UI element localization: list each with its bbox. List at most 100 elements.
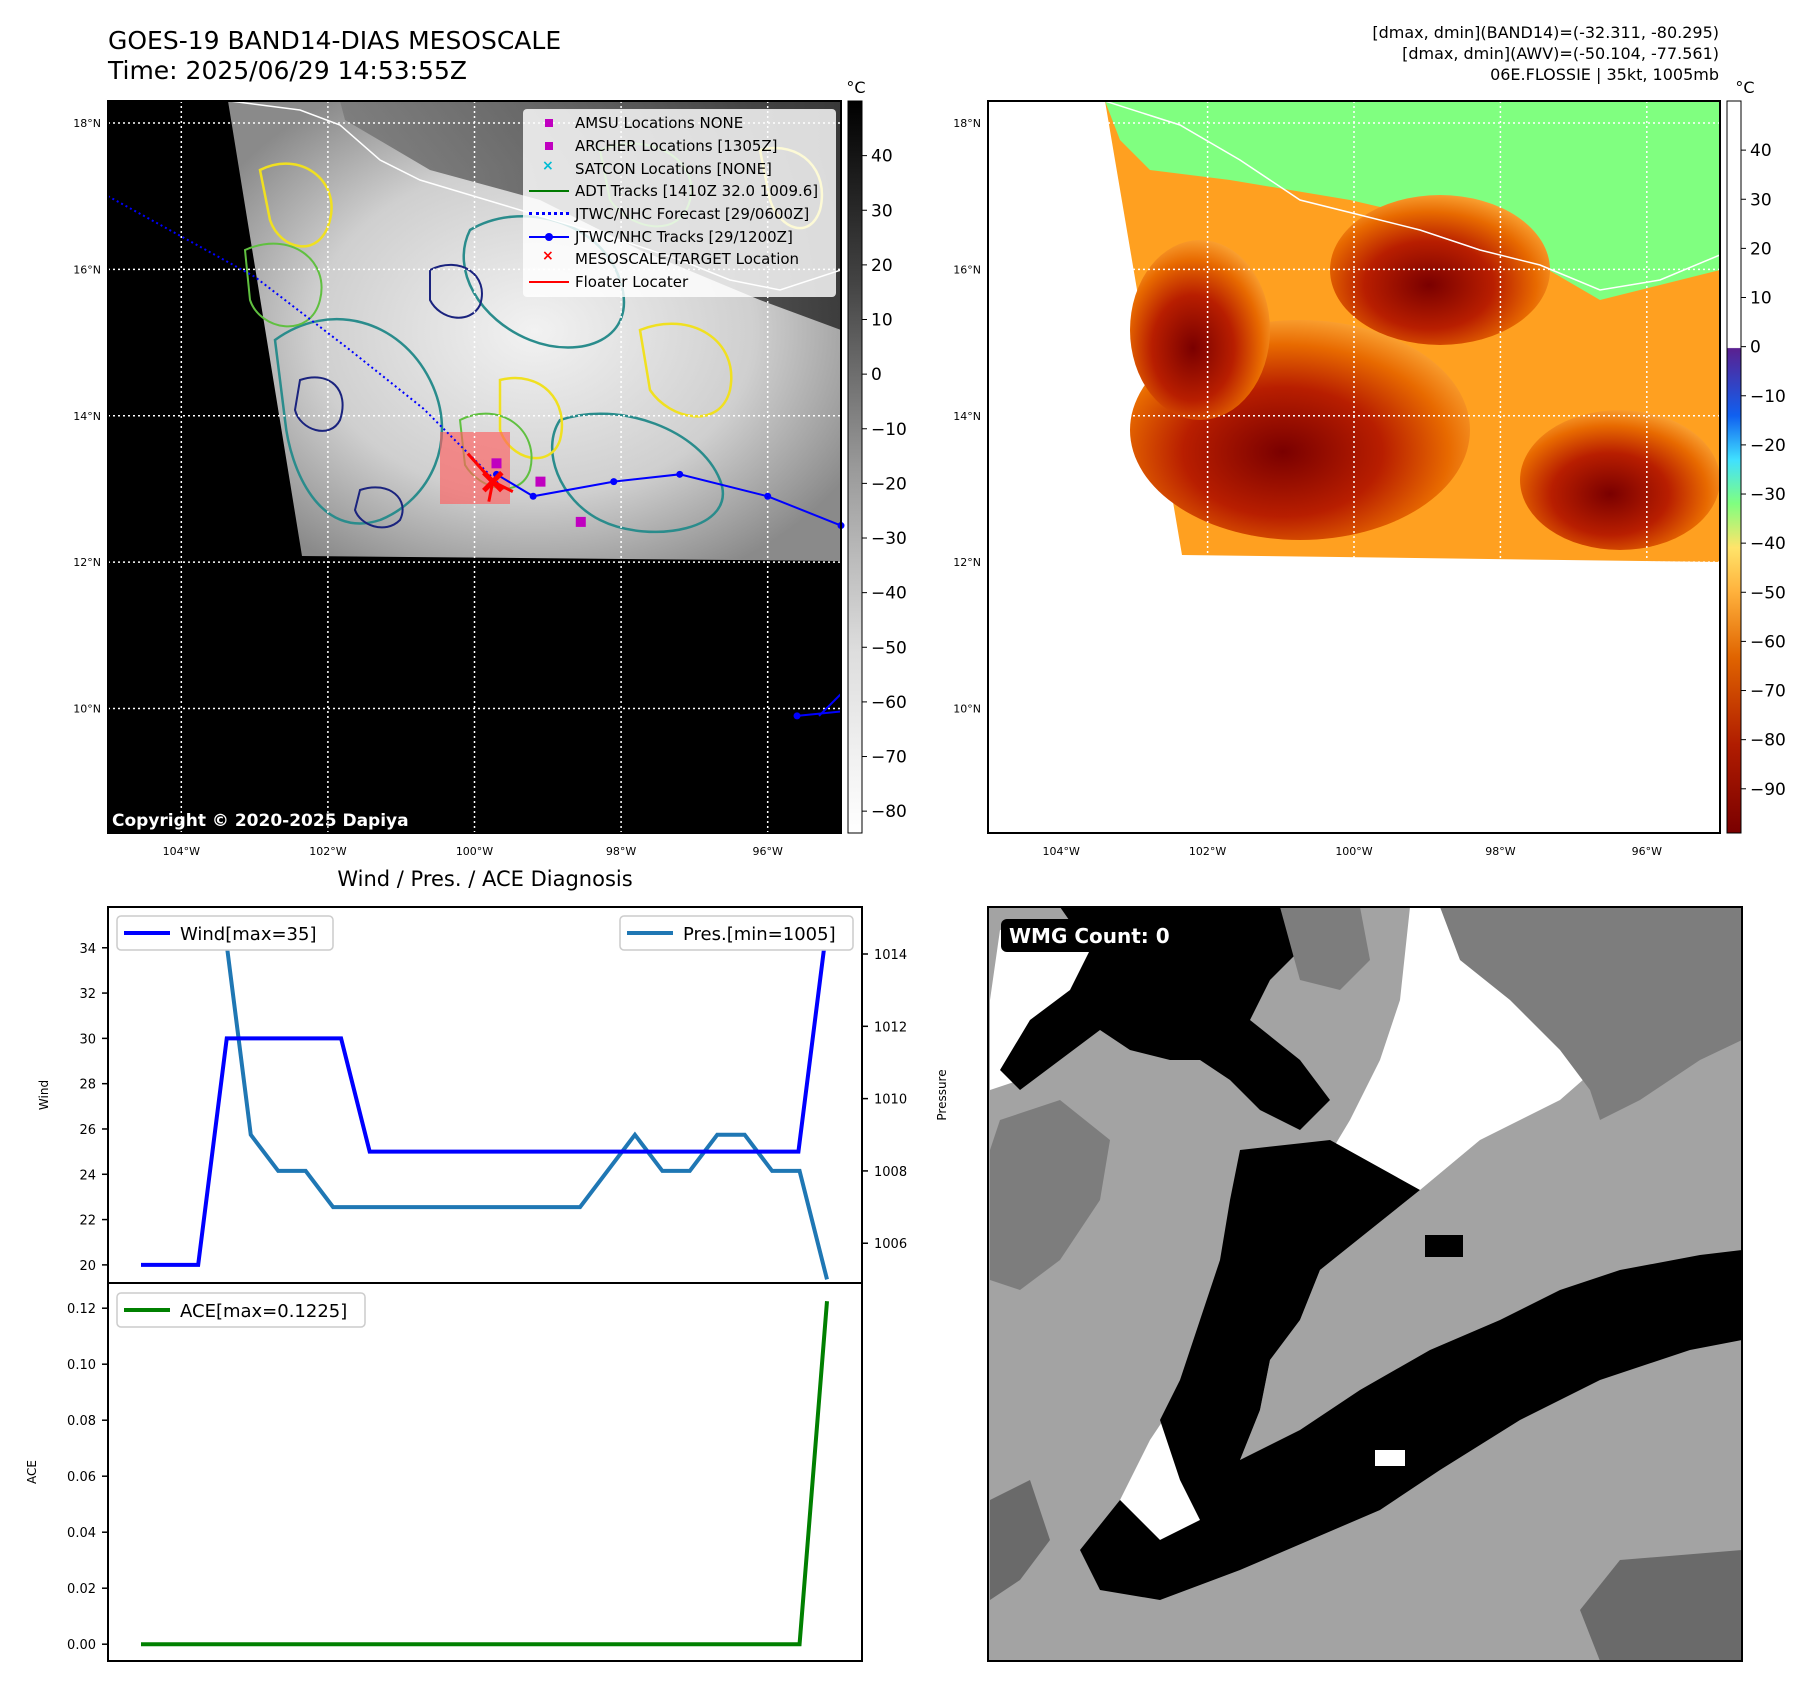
- awv-map-panel: 18°N 16°N 14°N 12°N 10°N 104°W 102°W 100°W 98°W 9…: [953, 100, 1721, 858]
- awv-map-gridlines: [988, 101, 1720, 833]
- colorbar-tick-label: 40: [871, 147, 893, 167]
- colorbar-tick-label: −10: [1750, 387, 1786, 407]
- lat-tick-label: 14°N: [73, 410, 101, 423]
- wind-line: [141, 924, 829, 1267]
- wind-ytick-label: 30: [79, 1032, 96, 1047]
- map-legend-label: JTWC/NHC Forecast [29/0600Z]: [575, 205, 810, 224]
- lat-tick-label: 18°N: [953, 117, 981, 130]
- pressure-axis-label: Pressure: [935, 1069, 949, 1120]
- lat-tick-label: 12°N: [953, 556, 981, 569]
- lat-tick-label: 16°N: [953, 263, 981, 276]
- map-legend-swatch: [529, 140, 569, 152]
- colorbar-tick-label: −20: [871, 474, 907, 494]
- map-legend-swatch: [529, 117, 569, 129]
- colorbar-tick-label: 40: [1750, 141, 1772, 161]
- colorbar-tick-label: −50: [871, 638, 907, 658]
- ir-map-tracks: [107, 195, 845, 720]
- archer-marker: [491, 458, 502, 469]
- wind-legend: Wind[max=35]: [116, 915, 334, 951]
- gray-colorbar: °C 40 30 20 10 0 −10 −20 −30 −40 −50 −60 −70 −80: [846, 78, 907, 834]
- map-legend-swatch: [529, 276, 569, 288]
- ace-axes: [107, 1282, 863, 1662]
- map-legend-swatch: ×: [542, 248, 554, 265]
- lon-tick-label: 96°W: [753, 845, 783, 858]
- wind-pres-plot: 20 22 24 26 28 30 32 34 1006 1008 1010 1012 1014: [79, 915, 907, 1280]
- ace-ytick-label: 0.08: [67, 1414, 96, 1429]
- map-legend-item: × MESOSCALE/TARGET Location: [529, 248, 830, 271]
- ace-legend-box: [116, 1292, 366, 1328]
- map-legend-label: ADT Tracks [1410Z 32.0 1009.6]: [575, 182, 819, 201]
- pres-ytick-label: 1014: [874, 948, 907, 963]
- colorbar-tick-label: −50: [1750, 583, 1786, 603]
- lon-tick-label: 102°W: [1189, 845, 1226, 858]
- title-line-1: GOES-19 BAND14-DIAS MESOSCALE: [108, 26, 562, 55]
- ace-ytick-label: 0.00: [67, 1638, 96, 1653]
- wmg-black-patch: [1425, 1235, 1463, 1257]
- ace-ytick-label: 0.04: [67, 1526, 96, 1541]
- map-legend-label: AMSU Locations NONE: [575, 114, 744, 133]
- awv-coastline: [1104, 101, 1720, 291]
- map-legend: AMSU Locations NONE ARCHER Locations [130…: [523, 109, 836, 297]
- map-legend-item: AMSU Locations NONE: [529, 112, 830, 135]
- ir-map-axis-labels: 18°N 16°N 14°N 12°N 10°N 104°W 102°W 100°W 98°W 9…: [73, 117, 783, 858]
- colorbar-tick-label: 10: [871, 311, 893, 331]
- colorbar-tick-label: 0: [871, 365, 882, 385]
- diagnosis-title: Wind / Pres. / ACE Diagnosis: [337, 867, 632, 891]
- wmg-count-label: WMG Count: 0: [1009, 924, 1170, 948]
- pres-legend-box: [619, 915, 854, 951]
- gray-colorbar-unit: °C: [846, 78, 865, 97]
- lon-tick-label: 104°W: [1043, 845, 1080, 858]
- colorbar-tick-label: −70: [1750, 682, 1786, 702]
- wind-ytick-label: 28: [79, 1078, 96, 1093]
- best-track-point: [764, 492, 772, 500]
- map-legend-swatch: [529, 231, 569, 243]
- colorbar-tick-label: −40: [871, 584, 907, 604]
- figure-title: GOES-19 BAND14-DIAS MESOSCALE Time: 2025…: [108, 26, 561, 86]
- lon-tick-label: 104°W: [163, 845, 200, 858]
- lat-tick-label: 10°N: [73, 703, 101, 716]
- colorbar-tick-label: 30: [1750, 190, 1772, 210]
- lon-tick-label: 100°W: [1335, 845, 1372, 858]
- pres-ytick-label: 1012: [874, 1020, 907, 1035]
- wmg-panel: WMG Count: 0: [987, 906, 1743, 1662]
- archer-marker: [575, 516, 586, 527]
- ace-line: [141, 1301, 829, 1647]
- best-track-point: [610, 478, 618, 486]
- stats-line-3: 06E.FLOSSIE | 35kt, 1005mb: [1490, 65, 1719, 84]
- lon-tick-label: 102°W: [309, 845, 346, 858]
- wmg-white-patch: [1375, 1450, 1405, 1466]
- wind-pres-axes: [107, 906, 863, 1284]
- colorbar-tick-label: −60: [871, 693, 907, 713]
- wmg-dark-gray-ne: [1440, 907, 1742, 1120]
- colorbar-tick-label: −80: [871, 802, 907, 822]
- ace-plot: 0.00 0.02 0.04 0.06 0.08 0.10 0.12: [67, 1301, 829, 1653]
- colorbar-tick-label: −70: [871, 748, 907, 768]
- ace-legend-label: ACE[max=0.1225]: [180, 1301, 347, 1322]
- colorbar-tick-label: −40: [1750, 534, 1786, 554]
- wind-ytick-label: 34: [79, 942, 96, 957]
- awv-map-frame: [987, 100, 1721, 834]
- ace-ytick-label: 0.06: [67, 1470, 96, 1485]
- wmg-dark-gray-w: [990, 1100, 1110, 1290]
- ace-ytick-label: 0.12: [67, 1302, 96, 1317]
- map-legend-label: ARCHER Locations [1305Z]: [575, 137, 778, 156]
- colorbar-tick-label: −30: [871, 529, 907, 549]
- pressure-line: [141, 915, 829, 1280]
- ace-legend: ACE[max=0.1225]: [116, 1292, 366, 1328]
- title-line-2: Time: 2025/06/29 14:53:55Z: [108, 56, 467, 85]
- wmg-black-band: [1080, 1140, 1742, 1600]
- colorbar-tick-label: 20: [871, 256, 893, 276]
- floater-locater-line: [466, 452, 514, 502]
- wmg-count-badge: [1001, 919, 1179, 952]
- ace-ytick-label: 0.10: [67, 1358, 96, 1373]
- best-track-point: [676, 470, 684, 478]
- ir-contour-yellow: [258, 146, 824, 460]
- pres-ytick-label: 1008: [874, 1165, 907, 1180]
- colorbar-tick-label: 30: [871, 201, 893, 221]
- wind-legend-box: [116, 915, 334, 951]
- colorbar-tick-label: 10: [1750, 289, 1772, 309]
- map-legend-item: Floater Locater: [529, 271, 830, 294]
- pres-ytick-label: 1010: [874, 1093, 907, 1108]
- lon-tick-label: 98°W: [1485, 845, 1515, 858]
